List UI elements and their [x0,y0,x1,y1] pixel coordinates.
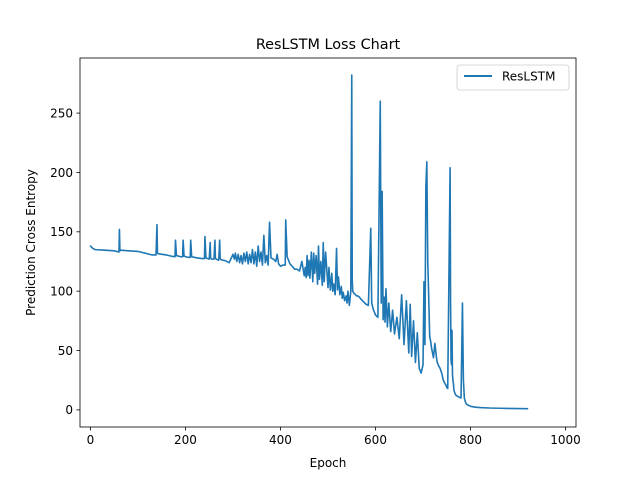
x-axis-label: Epoch [310,456,347,470]
series-layer [89,74,529,410]
x-tick-label: 600 [364,433,387,447]
legend-label: ResLSTM [502,70,555,84]
legend: ResLSTM [456,64,570,91]
x-tick-label: 1000 [550,433,581,447]
y-tick-label: 0 [65,403,73,417]
axis-ticks: 0 200 400 600 800 1000 0 50 100 150 200 250 [50,106,581,447]
chart-title: ResLSTM Loss Chart [256,37,401,53]
y-tick-label: 200 [50,166,73,180]
y-tick-label: 50 [58,344,73,358]
y-tick-label: 100 [50,284,73,298]
x-tick-label: 0 [87,433,95,447]
x-tick-label: 400 [269,433,292,447]
series-line-reslstm [89,74,529,410]
y-tick-label: 150 [50,225,73,239]
x-tick-label: 200 [174,433,197,447]
x-tick-label: 800 [459,433,482,447]
plot-area [80,58,576,427]
legend-box [456,64,570,91]
axes-frame [79,57,577,428]
y-axis-label: Prediction Cross Entropy [24,169,38,316]
y-tick-label: 250 [50,106,73,120]
